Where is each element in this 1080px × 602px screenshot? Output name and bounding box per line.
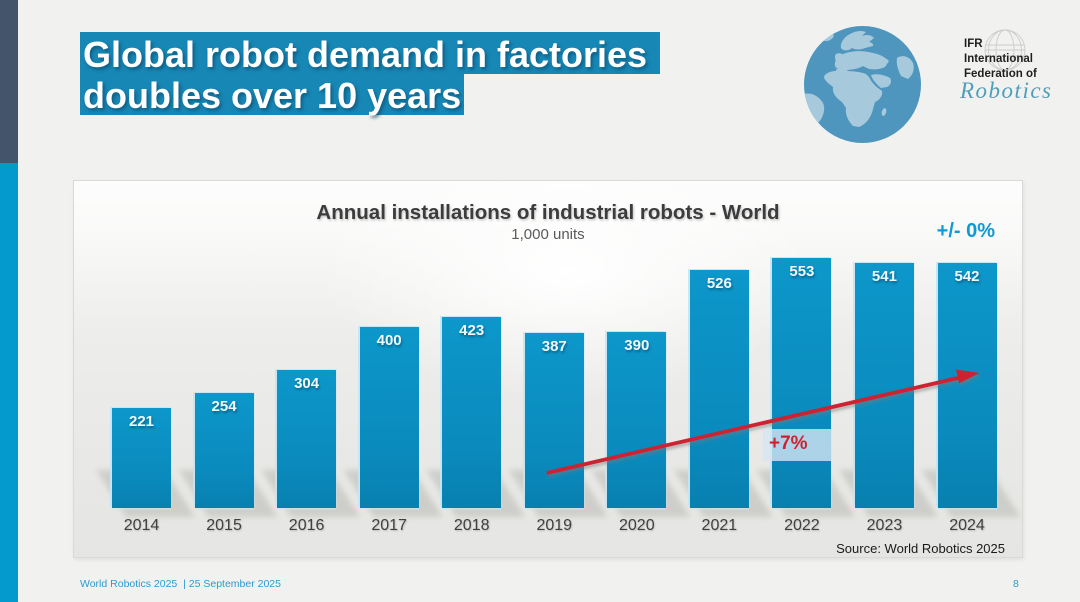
svg-text:IFR: IFR	[964, 38, 983, 50]
svg-text:Robotics: Robotics	[959, 78, 1053, 103]
svg-text:Federation of: Federation of	[964, 68, 1037, 80]
svg-text:International: International	[964, 53, 1033, 65]
